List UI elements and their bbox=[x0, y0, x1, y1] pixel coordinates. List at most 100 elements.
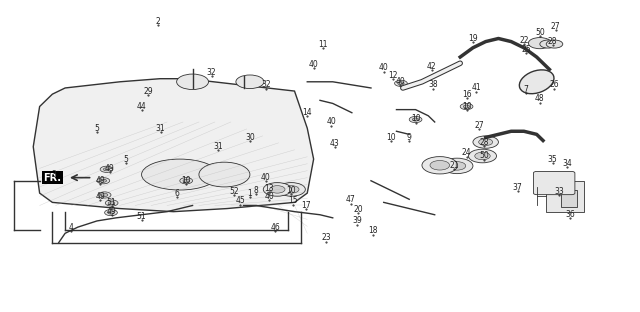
Bar bbox=[546, 181, 584, 212]
Text: 10: 10 bbox=[387, 133, 396, 142]
Circle shape bbox=[475, 152, 490, 160]
Circle shape bbox=[99, 192, 111, 198]
Text: 19: 19 bbox=[468, 34, 477, 43]
Text: 11: 11 bbox=[319, 40, 328, 49]
Text: 18: 18 bbox=[368, 226, 378, 235]
Circle shape bbox=[463, 105, 470, 108]
Text: 41: 41 bbox=[471, 84, 481, 92]
Text: 29: 29 bbox=[143, 86, 153, 95]
Circle shape bbox=[468, 149, 497, 163]
Text: 36: 36 bbox=[565, 210, 575, 219]
Text: 43: 43 bbox=[330, 139, 340, 148]
Circle shape bbox=[529, 37, 551, 49]
Circle shape bbox=[105, 200, 118, 206]
Text: 10: 10 bbox=[181, 176, 191, 185]
Ellipse shape bbox=[141, 159, 218, 190]
Circle shape bbox=[451, 164, 457, 168]
Text: FR.: FR. bbox=[44, 173, 61, 183]
Text: 26: 26 bbox=[550, 80, 559, 89]
Text: 13: 13 bbox=[264, 184, 274, 193]
Text: 33: 33 bbox=[554, 187, 564, 196]
Circle shape bbox=[103, 168, 109, 171]
Text: 46: 46 bbox=[271, 223, 280, 232]
Text: 16: 16 bbox=[461, 90, 472, 99]
Text: 2: 2 bbox=[155, 17, 160, 26]
Text: 27: 27 bbox=[551, 22, 561, 31]
Text: 6: 6 bbox=[174, 189, 179, 197]
Circle shape bbox=[473, 136, 499, 148]
Text: 40: 40 bbox=[396, 77, 405, 86]
Text: 27: 27 bbox=[474, 120, 484, 129]
Circle shape bbox=[236, 75, 264, 89]
Text: 34: 34 bbox=[563, 159, 572, 168]
Text: 50: 50 bbox=[535, 28, 545, 37]
Circle shape bbox=[97, 178, 109, 184]
Text: 49: 49 bbox=[95, 176, 105, 185]
Circle shape bbox=[108, 202, 115, 205]
Text: 14: 14 bbox=[303, 108, 312, 117]
Text: 15: 15 bbox=[289, 196, 298, 205]
Text: 48: 48 bbox=[535, 94, 545, 103]
FancyBboxPatch shape bbox=[534, 172, 575, 195]
Text: 5: 5 bbox=[124, 154, 128, 163]
Ellipse shape bbox=[199, 162, 250, 187]
Text: 5: 5 bbox=[95, 124, 99, 133]
Text: 35: 35 bbox=[548, 154, 557, 163]
Circle shape bbox=[477, 154, 490, 160]
Text: 40: 40 bbox=[308, 60, 319, 69]
Text: 49: 49 bbox=[107, 207, 116, 216]
Circle shape bbox=[481, 155, 487, 158]
Text: 20: 20 bbox=[353, 205, 363, 214]
Text: 47: 47 bbox=[346, 195, 355, 204]
Circle shape bbox=[269, 186, 285, 193]
Circle shape bbox=[104, 209, 117, 216]
Text: 40: 40 bbox=[379, 63, 388, 72]
Text: 8: 8 bbox=[254, 186, 259, 194]
Text: 9: 9 bbox=[407, 133, 412, 142]
Text: 31: 31 bbox=[156, 124, 166, 133]
Text: 22: 22 bbox=[519, 36, 529, 45]
Text: 45: 45 bbox=[236, 196, 245, 205]
Text: 50: 50 bbox=[479, 152, 489, 160]
Text: 40: 40 bbox=[261, 173, 271, 182]
Text: 37: 37 bbox=[513, 183, 522, 192]
Circle shape bbox=[180, 178, 193, 184]
PathPatch shape bbox=[33, 79, 314, 212]
Circle shape bbox=[479, 139, 493, 145]
Text: 1: 1 bbox=[248, 189, 252, 197]
Circle shape bbox=[101, 193, 108, 197]
Text: 42: 42 bbox=[427, 62, 436, 71]
Circle shape bbox=[108, 211, 114, 214]
Text: 25: 25 bbox=[521, 45, 531, 54]
Text: 10: 10 bbox=[461, 102, 472, 111]
Circle shape bbox=[546, 40, 563, 48]
Text: 4: 4 bbox=[69, 223, 74, 232]
Text: 12: 12 bbox=[388, 71, 398, 80]
Text: 28: 28 bbox=[479, 138, 488, 147]
Text: 40: 40 bbox=[326, 118, 337, 126]
Circle shape bbox=[277, 183, 305, 196]
Text: 7: 7 bbox=[524, 85, 528, 94]
Text: 32: 32 bbox=[261, 80, 271, 89]
Text: 51: 51 bbox=[107, 198, 116, 207]
Circle shape bbox=[476, 139, 489, 145]
Text: 44: 44 bbox=[137, 102, 147, 111]
Circle shape bbox=[447, 163, 460, 169]
Circle shape bbox=[397, 82, 404, 85]
Text: 23: 23 bbox=[321, 233, 331, 242]
Text: 49: 49 bbox=[95, 192, 105, 201]
Circle shape bbox=[100, 166, 113, 173]
Circle shape bbox=[100, 179, 106, 182]
Text: 10: 10 bbox=[411, 115, 420, 123]
Text: 21: 21 bbox=[449, 161, 459, 170]
Circle shape bbox=[422, 157, 458, 174]
Text: 32: 32 bbox=[207, 68, 216, 77]
Text: 10: 10 bbox=[287, 186, 296, 194]
Text: 51: 51 bbox=[137, 212, 147, 221]
Text: 31: 31 bbox=[213, 142, 223, 151]
Circle shape bbox=[288, 188, 294, 192]
Circle shape bbox=[394, 80, 407, 86]
Text: 39: 39 bbox=[352, 217, 362, 226]
Circle shape bbox=[448, 162, 466, 170]
Circle shape bbox=[460, 104, 473, 110]
